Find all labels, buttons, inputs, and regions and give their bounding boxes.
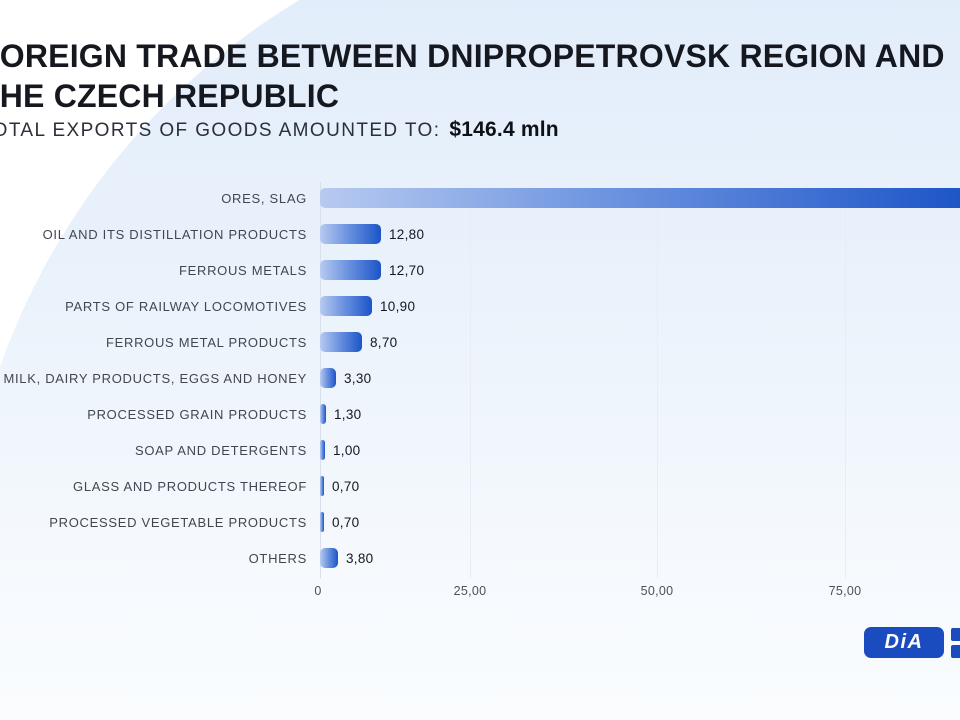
bar: [320, 512, 324, 532]
bar-chart: ORES, SLAG OIL AND ITS DISTILLATION PRODU…: [0, 180, 960, 576]
bar: [320, 332, 362, 352]
bar-track: 12,70: [320, 260, 960, 280]
bar-row: ORES, SLAG: [0, 180, 960, 216]
bar-value-label: 0,70: [332, 478, 360, 494]
bar: [320, 224, 381, 244]
bar-track: 8,70: [320, 332, 960, 352]
bar-row: MILK, DAIRY PRODUCTS, EGGS AND HONEY 3,30: [0, 360, 960, 396]
bar-row: OIL AND ITS DISTILLATION PRODUCTS 12,80: [0, 216, 960, 252]
title-line-1: FOREIGN TRADE BETWEEN DNIPROPETROVSK REG…: [0, 38, 945, 74]
bar-value-label: 12,80: [389, 226, 425, 242]
bar-track: 10,90: [320, 296, 960, 316]
bar-track: 1,00: [320, 440, 960, 460]
logo-cropped-text-fragment-bottom: [951, 645, 960, 658]
bar-track: 0,70: [320, 476, 960, 496]
bar: [320, 404, 326, 424]
bar-track: 3,30: [320, 368, 960, 388]
bar-track: 0,70: [320, 512, 960, 532]
bar: [320, 368, 336, 388]
dia-logo-text: DiA: [884, 631, 924, 653]
category-label: FERROUS METAL PRODUCTS: [105, 334, 307, 350]
gridline: [845, 182, 846, 578]
bar-value-label: 1,30: [334, 406, 362, 422]
category-label: PARTS OF RAILWAY LOCOMOTIVES: [65, 298, 307, 314]
bar-row: FERROUS METAL PRODUCTS 8,70: [0, 324, 960, 360]
x-tick-label: 50,00: [640, 584, 674, 598]
bar-row: OTHERS 3,80: [0, 540, 960, 576]
bar-track: 12,80: [320, 224, 960, 244]
bar-value-label: 8,70: [370, 334, 398, 350]
category-label: FERROUS METALS: [178, 262, 307, 278]
bar-value-label: 0,70: [332, 514, 360, 530]
bar: [320, 296, 372, 316]
category-label: PROCESSED VEGETABLE PRODUCTS: [49, 514, 307, 530]
gridline: [470, 182, 471, 578]
category-label: ORES, SLAG: [221, 190, 307, 206]
bar-row: PROCESSED VEGETABLE PRODUCTS 0,70: [0, 504, 960, 540]
category-label: GLASS AND PRODUCTS THEREOF: [73, 478, 307, 494]
bar-row: GLASS AND PRODUCTS THEREOF 0,70: [0, 468, 960, 504]
title-line-2: THE CZECH REPUBLIC: [0, 78, 340, 114]
bar-track: [320, 188, 960, 208]
bar-row: FERROUS METALS 12,70: [0, 252, 960, 288]
subtitle: TOTAL EXPORTS OF GOODS AMOUNTED TO: $146…: [0, 118, 559, 142]
bar: [320, 440, 325, 460]
dia-logo: DiA: [864, 627, 944, 658]
bar-value-label: 3,80: [346, 550, 374, 566]
x-axis-tick-labels: 0 25,00 50,00 75,00: [0, 584, 960, 602]
bar-value-label: 3,30: [344, 370, 372, 386]
bar: [320, 260, 381, 280]
bar-value-label: 10,90: [380, 298, 416, 314]
category-label: SOAP AND DETERGENTS: [135, 442, 307, 458]
gridline: [657, 182, 658, 578]
logo-cropped-text-fragment-top: [951, 628, 960, 641]
x-tick-label: 25,00: [453, 584, 487, 598]
bar: [320, 476, 324, 496]
bar-row: SOAP AND DETERGENTS 1,00: [0, 432, 960, 468]
subtitle-label: TOTAL EXPORTS OF GOODS AMOUNTED TO:: [0, 120, 441, 141]
subtitle-total-value: $146.4 mln: [449, 118, 559, 141]
bar-row: PROCESSED GRAIN PRODUCTS 1,30: [0, 396, 960, 432]
x-tick-label: 75,00: [828, 584, 862, 598]
bar: [320, 548, 338, 568]
bar-value-label: 1,00: [333, 442, 361, 458]
category-label: OIL AND ITS DISTILLATION PRODUCTS: [42, 226, 307, 242]
bar: [320, 188, 960, 208]
x-tick-label: 0: [314, 584, 322, 598]
category-label: OTHERS: [248, 550, 307, 566]
page-title: FOREIGN TRADE BETWEEN DNIPROPETROVSK REG…: [0, 36, 945, 116]
category-label: MILK, DAIRY PRODUCTS, EGGS AND HONEY: [3, 370, 307, 386]
category-label: PROCESSED GRAIN PRODUCTS: [87, 406, 307, 422]
bar-value-label: 12,70: [389, 262, 425, 278]
bar-track: 1,30: [320, 404, 960, 424]
bar-row: PARTS OF RAILWAY LOCOMOTIVES 10,90: [0, 288, 960, 324]
bar-track: 3,80: [320, 548, 960, 568]
